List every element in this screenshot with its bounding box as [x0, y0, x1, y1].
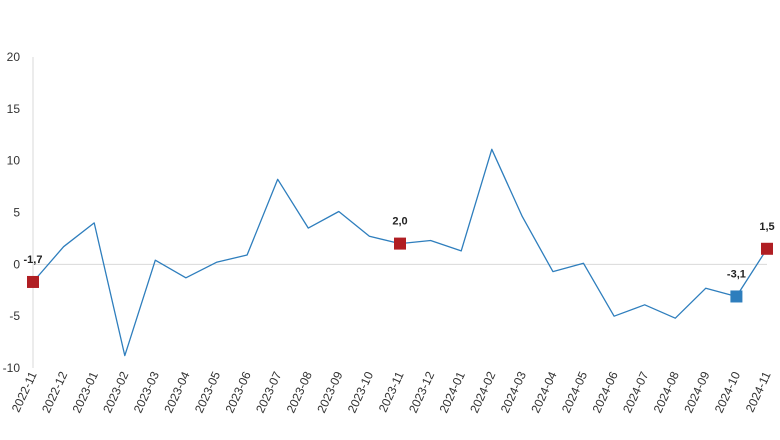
x-tick-label: 2023-08 — [284, 369, 315, 415]
x-tick-label: 2023-07 — [253, 369, 284, 415]
x-tick-label: 2023-01 — [70, 369, 101, 415]
x-tick-label: 2023-06 — [222, 369, 253, 415]
y-tick-label: 20 — [7, 50, 21, 64]
y-tick-label: 15 — [7, 102, 21, 116]
y-tick-label: 5 — [13, 206, 20, 220]
x-tick-label: 2023-11 — [376, 369, 407, 414]
x-axis: 2022-11 2022-12 2023-01 2023-02 2023-03 2023-… — [9, 369, 774, 415]
x-tick-label: 2024-05 — [559, 369, 590, 415]
x-tick-label: 2023-03 — [131, 369, 162, 415]
x-tick-label: 2024-01 — [437, 369, 468, 415]
highlight-marker — [730, 290, 743, 303]
y-tick-label: 0 — [13, 257, 20, 271]
x-tick-label: 2024-09 — [681, 369, 712, 415]
series-line — [32, 148, 768, 357]
y-tick-label: 10 — [7, 154, 21, 168]
x-tick-label: 2022-12 — [39, 369, 70, 415]
x-tick-label: 2022-11 — [9, 369, 40, 414]
highlight-marker — [394, 237, 406, 250]
y-axis: -10 -5 0 5 10 15 20 — [3, 50, 767, 375]
x-tick-label: 2024-07 — [620, 369, 651, 415]
data-label: -3,1 — [727, 268, 746, 280]
highlight-marker — [27, 275, 39, 288]
y-tick-label: -5 — [9, 309, 20, 323]
x-tick-label: 2023-12 — [406, 369, 437, 415]
highlight-markers: -1,7 2,0 -3,1 1,5 — [24, 216, 775, 303]
x-tick-label: 2024-11 — [743, 369, 774, 414]
x-tick-label: 2024-10 — [712, 369, 743, 415]
x-tick-label: 2023-10 — [345, 369, 376, 415]
data-label: 1,5 — [759, 221, 774, 233]
series-layer — [32, 148, 768, 357]
x-tick-label: 2024-06 — [589, 369, 620, 415]
x-tick-label: 2024-08 — [651, 369, 682, 415]
x-tick-label: 2024-03 — [498, 369, 529, 415]
y-tick-label: -10 — [3, 361, 21, 375]
x-tick-label: 2023-04 — [161, 369, 192, 415]
x-tick-label: 2023-05 — [192, 369, 223, 415]
x-tick-label: 2024-02 — [467, 369, 498, 415]
data-label: 2,0 — [392, 216, 407, 228]
x-tick-label: 2024-04 — [528, 369, 559, 415]
x-tick-label: 2023-09 — [314, 369, 345, 415]
x-tick-label: 2023-02 — [100, 369, 131, 415]
data-label: -1,7 — [24, 254, 43, 266]
highlight-marker — [761, 242, 773, 255]
